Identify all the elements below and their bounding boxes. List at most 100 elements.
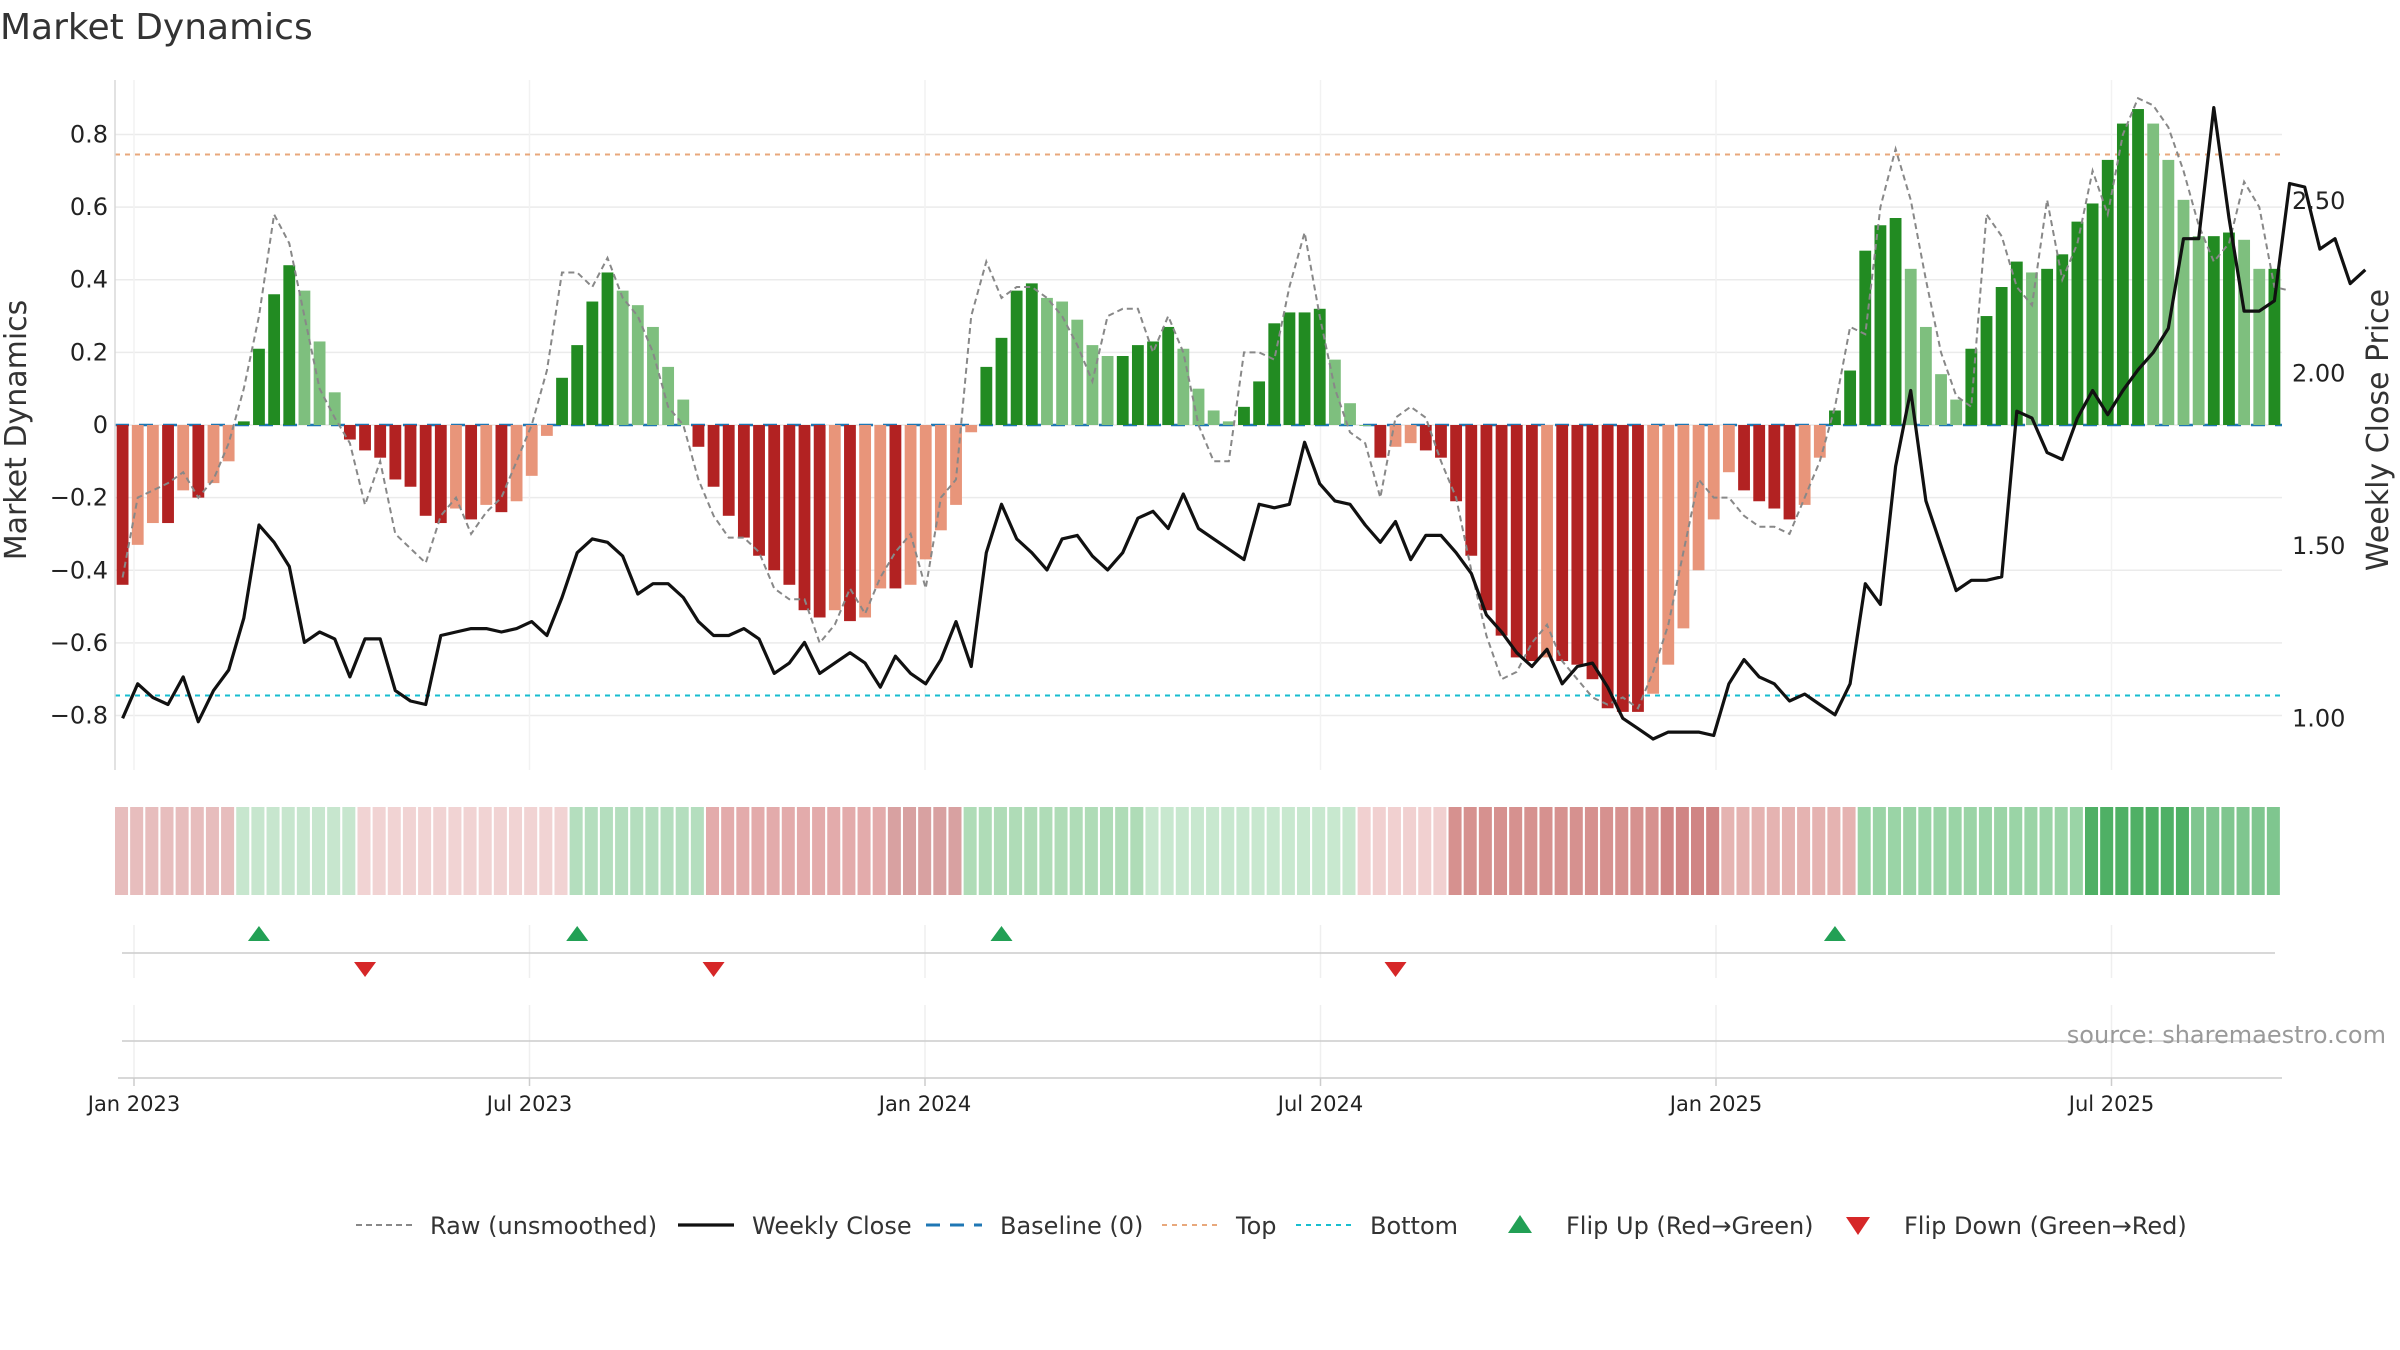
legend-label: Flip Down (Green→Red): [1904, 1212, 2187, 1240]
flip-down-marker: [354, 962, 377, 977]
histogram-bar: [1283, 312, 1296, 425]
histogram-bar: [647, 326, 659, 425]
histogram-bar: [1662, 425, 1675, 665]
histogram-bar: [995, 337, 1008, 425]
histogram-bar: [1480, 425, 1493, 611]
regime-cell: [1297, 807, 1311, 895]
histogram-bar: [1222, 421, 1235, 425]
flip-up-marker: [247, 926, 270, 941]
histogram-bar: [1692, 425, 1705, 571]
histogram-bar: [192, 425, 205, 498]
regime-cell: [342, 807, 356, 895]
histogram-bar: [2056, 254, 2069, 425]
regime-cell: [1963, 807, 1977, 895]
regime-cell: [1645, 807, 1659, 895]
regime-cell: [706, 807, 720, 895]
legend-item-bottom: Bottom: [1296, 1212, 1458, 1240]
histogram-bar: [2101, 159, 2114, 425]
regime-cell: [539, 807, 553, 895]
regime-cell: [781, 807, 795, 895]
regime-cell: [1100, 807, 1114, 895]
regime-cell: [615, 807, 629, 895]
histogram-bar: [2162, 159, 2175, 425]
histogram-bar: [2071, 221, 2084, 425]
histogram-bar: [1722, 425, 1735, 473]
regime-cell: [1418, 807, 1432, 895]
histogram-bar: [359, 425, 371, 451]
line-series: [121, 96, 2367, 741]
histogram-bar: [162, 425, 174, 524]
regime-cell: [160, 807, 174, 895]
regime-cell: [1281, 807, 1295, 895]
regime-cell: [1039, 807, 1053, 895]
regime-cell: [660, 807, 674, 895]
histogram-bar: [601, 272, 614, 425]
regime-cell: [1403, 807, 1417, 895]
y2-axis-label: Weekly Close Price: [2361, 289, 2396, 571]
histogram-bar: [177, 425, 190, 491]
regime-cell: [281, 807, 295, 895]
regime-cell: [872, 807, 886, 895]
histogram-bar: [1010, 290, 1023, 425]
histogram-bar: [1101, 356, 1114, 425]
regime-cell: [1994, 807, 2008, 895]
regime-cell: [1478, 807, 1492, 895]
histogram-bar: [1844, 370, 1857, 425]
histogram-bar: [1874, 225, 1887, 425]
histogram-bar: [480, 425, 493, 505]
regime-cell: [1069, 807, 1083, 895]
histogram-bar: [859, 425, 872, 618]
histogram-bar: [1859, 250, 1872, 425]
regime-cell: [1933, 807, 1947, 895]
histogram-bar: [1056, 301, 1069, 425]
regime-cell: [812, 807, 826, 895]
histogram-bar: [556, 377, 568, 425]
regime-cell: [1675, 807, 1689, 895]
histogram-bar: [828, 425, 841, 611]
histogram-bar: [1041, 297, 1053, 425]
flip-down-marker: [1384, 962, 1407, 977]
regime-cell: [2085, 807, 2099, 895]
legend: Raw (unsmoothed) Weekly Close Baseline (0)…: [356, 1212, 2187, 1240]
regime-cell: [372, 807, 386, 895]
legend-swatch-flip-up: [1508, 1215, 1532, 1233]
histogram-bar: [586, 301, 599, 425]
x-tick-label: Jan 2024: [877, 1092, 972, 1116]
regime-cell: [1266, 807, 1280, 895]
regime-cell: [448, 807, 462, 895]
regime-cell: [1630, 807, 1644, 895]
histogram-bar: [844, 425, 856, 622]
legend-label: Bottom: [1370, 1212, 1458, 1240]
regime-cell: [1160, 807, 1174, 895]
histogram-bar: [1647, 425, 1660, 694]
histogram-bar: [450, 425, 462, 509]
x-tick-label: Jul 2025: [2067, 1092, 2154, 1116]
histogram-bar: [237, 421, 250, 425]
regime-cell: [1872, 807, 1886, 895]
regime-cell: [2039, 807, 2053, 895]
legend-label: Weekly Close: [752, 1212, 912, 1240]
regime-cell: [1145, 807, 1159, 895]
histogram-bar: [374, 425, 387, 458]
regime-cell: [433, 807, 447, 895]
legend-item-flipup: Flip Up (Red→Green): [1508, 1212, 1814, 1240]
regime-cell: [1130, 807, 1144, 895]
y2-tick-label: 1.00: [2292, 704, 2345, 732]
histogram-bar: [1995, 287, 2008, 425]
regime-cell: [1948, 807, 1962, 895]
regime-cell: [1494, 807, 1508, 895]
regime-cell: [1024, 807, 1038, 895]
regime-cell: [1706, 807, 1720, 895]
regime-cell: [2236, 807, 2250, 895]
histogram-bar: [1556, 425, 1569, 662]
regime-cell: [2115, 807, 2129, 895]
histogram-bar: [1389, 425, 1402, 447]
histogram-bar: [525, 425, 538, 476]
histogram-bar: [540, 425, 553, 436]
regime-cell: [993, 807, 1007, 895]
histogram-bar: [1889, 218, 1902, 425]
regime-cell: [978, 807, 992, 895]
histogram-bar: [2147, 123, 2160, 425]
histogram-bar: [571, 345, 584, 425]
